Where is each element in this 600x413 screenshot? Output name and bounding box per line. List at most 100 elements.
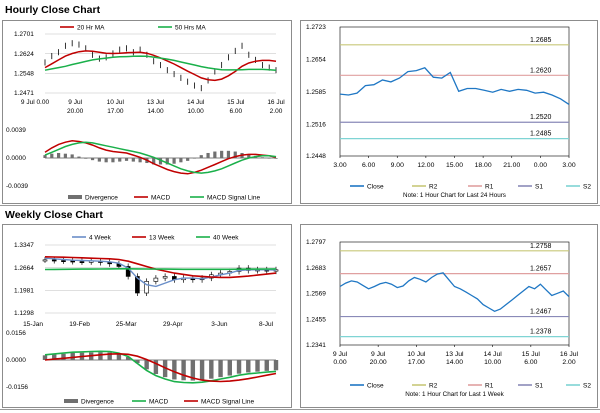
hourly-close-xtick-label: 9.00 [391, 162, 404, 169]
hourly-divergence-bar [220, 150, 224, 158]
hourly-macd-ytick-label: 0.0039 [6, 127, 26, 134]
hourly-divergence-bar [274, 158, 278, 159]
weekly-legend-divergence-swatch [64, 399, 78, 403]
hourly-divergence-bar [104, 158, 108, 163]
hourly-close-legend-r1-label: R1 [485, 184, 494, 191]
weekly-price-xtick-label: 15-Jan [23, 321, 43, 328]
weekly-close-ytick-label: 1.2455 [306, 316, 326, 323]
weekly-candle-body [144, 281, 149, 294]
weekly-candle-body [162, 276, 168, 279]
hourly-close-close-line [339, 67, 570, 105]
weekly-candle-body [135, 276, 140, 294]
hourly-section-title: Hourly Close Chart [5, 4, 101, 16]
weekly-close-xtick-label: 17.00 [408, 359, 425, 366]
weekly-close-xtick-label: 6.00 [524, 359, 537, 366]
weekly-divergence-bar [98, 352, 103, 360]
weekly-close-ytick-label: 1.2683 [306, 265, 326, 272]
hourly-divergence-bar [172, 158, 176, 164]
hourly-price-ytick-label: 1.2624 [14, 51, 34, 58]
hourly-close-xtick-label: 6.00 [362, 162, 375, 169]
hourly-close-legend-r2-label: R2 [429, 184, 438, 191]
hourly-close-xtick-label: 18.00 [475, 162, 492, 169]
hourly-divergence-bar [206, 152, 210, 158]
weekly-divergence-bar [116, 353, 122, 360]
hourly-legend-20hr-ma-label: 20 Hr MA [77, 25, 105, 32]
hourly-left-panel [2, 20, 292, 204]
weekly-divergence-bar [209, 360, 214, 379]
weekly-legend-divergence-label: Divergence [81, 399, 114, 406]
hourly-close-xtick-label: 12.00 [417, 162, 434, 169]
hourly-divergence-bar [165, 158, 169, 165]
hourly-legend-divergence-label: Divergence [85, 195, 118, 202]
hourly-legend-macd-signal-label: MACD Signal Line [207, 195, 260, 202]
weekly-divergence-bar [181, 360, 186, 381]
hourly-close-legend-close-label: Close [367, 184, 384, 191]
hourly-price-xtick-label: 14 Jul [187, 99, 205, 106]
weekly-candle-body [125, 266, 131, 277]
hourly-price-ytick-label: 1.2471 [14, 90, 34, 97]
hourly-divergence-bar [226, 150, 231, 158]
hourly-divergence-bar [192, 158, 197, 159]
weekly-candle-body [153, 277, 159, 282]
weekly-price-ytick-label: 1.3347 [14, 242, 34, 249]
hourly-close-legend-s2-label: S2 [583, 184, 591, 191]
weekly-price-xtick-label: 29-Apr [163, 321, 183, 328]
hourly-close-xtick-label: 21.00 [503, 162, 520, 169]
hourly-divergence-bar [63, 153, 67, 158]
hourly-close-level-r1-label: 1.2620 [530, 67, 552, 74]
hourly-divergence-bar [267, 158, 271, 159]
weekly-legend-macd-label: MACD [149, 399, 168, 406]
hourly-close-ytick-label: 1.2448 [306, 153, 326, 160]
weekly-divergence-bar [135, 360, 140, 364]
weekly-candle-body [70, 260, 76, 263]
hourly-price-ytick-label: 1.2701 [14, 31, 34, 38]
hourly-divergence-bar [179, 158, 183, 163]
hourly-price-xtick-label: 9 Jul 0.00 [21, 99, 50, 106]
weekly-close-ytick-label: 1.2569 [306, 291, 326, 298]
hourly-divergence-bar [131, 158, 135, 162]
weekly-close-legend-s1-label: S1 [535, 383, 543, 390]
hourly-divergence-bar [111, 158, 115, 163]
hourly-price-xtick-label: 15 Jul [227, 99, 245, 106]
hourly-close-ytick-label: 1.2654 [306, 57, 326, 64]
hourly-price-xtick-label: 6.00 [230, 108, 243, 115]
weekly-divergence-bar [125, 356, 131, 360]
hourly-legend-50hr-ma-label: 50 Hrs MA [175, 25, 206, 32]
weekly-close-xtick-label: 13 Jul [445, 351, 464, 358]
hourly-price-ytick-label: 1.2548 [14, 70, 34, 77]
hourly-divergence-bar [213, 151, 217, 158]
hourly-divergence-bar [260, 157, 265, 158]
hourly-price-xtick-label: 17.00 [107, 108, 124, 115]
weekly-close-legend-close-label: Close [367, 383, 384, 390]
hourly-divergence-bar [56, 152, 61, 158]
hourly-price-xtick-label: 10.00 [188, 108, 205, 115]
weekly-legend-macd-signal-label: MACD Signal Line [201, 399, 254, 406]
weekly-close-xtick-label: 9 Jul [371, 351, 386, 358]
weekly-divergence-bar [61, 353, 66, 360]
hourly-close-note: Note: 1 Hour Chart for Last 24 Hours [403, 192, 506, 199]
weekly-divergence-bar [227, 360, 232, 376]
weekly-close-level-s2-label: 1.2378 [530, 329, 552, 336]
weekly-candle-body [79, 261, 85, 263]
weekly-40week-ma-line [44, 268, 277, 271]
weekly-macd-ytick-label: 0.0000 [6, 357, 26, 364]
weekly-divergence-bar [107, 352, 112, 360]
weekly-close-xtick-label: 10 Jul [407, 351, 426, 358]
weekly-divergence-bar [236, 360, 242, 374]
hourly-price-xtick-label: 14.00 [147, 108, 164, 115]
weekly-divergence-bar [52, 354, 57, 360]
weekly-price-xtick-label: 25-Mar [116, 321, 137, 328]
weekly-divergence-bar [144, 360, 149, 370]
weekly-candle-body [51, 259, 57, 262]
hourly-price-xtick-label: 10 Jul [107, 99, 125, 106]
weekly-legend-40week-label: 40 Week [213, 235, 239, 242]
hourly-divergence-bar [124, 158, 129, 161]
hourly-close-legend-s1-label: S1 [535, 184, 543, 191]
weekly-price-xtick-label: 3-Jun [211, 321, 228, 328]
weekly-divergence-bar [218, 360, 223, 378]
weekly-close-level-r2-label: 1.2758 [530, 243, 552, 250]
weekly-close-level-s1-label: 1.2467 [530, 309, 552, 316]
weekly-close-level-r1-label: 1.2657 [530, 266, 552, 273]
weekly-4week-ma-line [44, 257, 277, 288]
weekly-divergence-bar [273, 360, 279, 371]
